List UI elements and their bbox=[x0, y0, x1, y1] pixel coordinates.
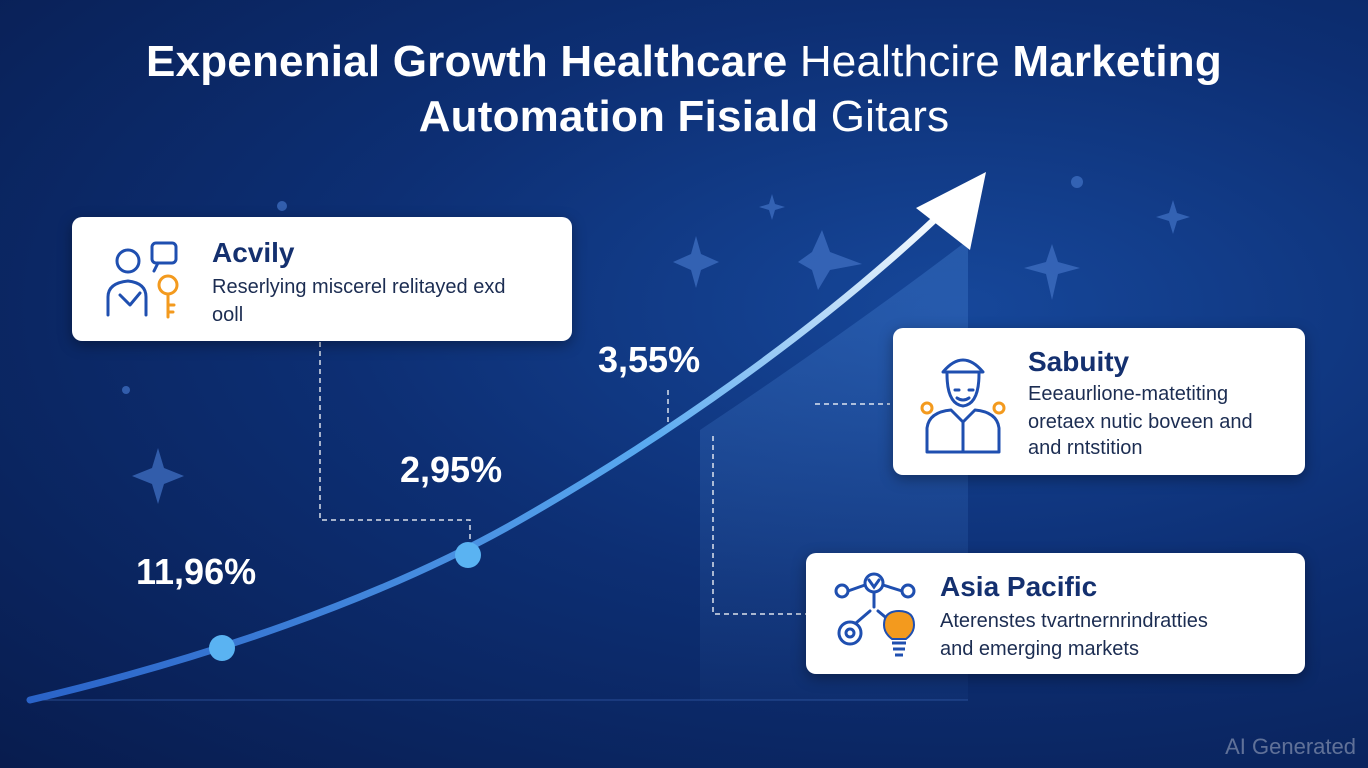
connector-acvily bbox=[319, 342, 471, 550]
arrow-head-icon bbox=[916, 172, 986, 250]
title-line-1-bold-b: Marketing bbox=[1012, 37, 1222, 86]
dot-decoration bbox=[1071, 176, 1083, 188]
network-bulb-icon bbox=[834, 572, 916, 657]
card-description-line-2: and emerging markets bbox=[940, 638, 1139, 660]
card-title: Asia Pacific bbox=[940, 571, 1098, 602]
data-label-2: 2,95% bbox=[400, 449, 503, 490]
dot-decoration bbox=[122, 386, 130, 394]
card-title: Acvily bbox=[212, 237, 295, 268]
info-card-sabuity: Sabuity Eeeaurlione-matetiting oretaex n… bbox=[893, 328, 1305, 475]
sparkle-icon bbox=[132, 448, 184, 504]
growth-curve bbox=[26, 201, 954, 704]
info-card-acvily: Acvily Reserlying miscerel relitayed exd… bbox=[72, 217, 572, 341]
data-point-2 bbox=[455, 542, 481, 568]
chart-title: Expenenial Growth Healthcare Healthcire … bbox=[0, 34, 1368, 144]
sparkle-icon bbox=[1024, 244, 1080, 300]
title-line-2-bold: Automation Fisiald bbox=[418, 92, 819, 141]
sparkle-icon bbox=[798, 230, 862, 290]
dot-decoration bbox=[277, 201, 287, 211]
sparkle-decorations bbox=[122, 176, 1190, 504]
card-title: Sabuity bbox=[1028, 346, 1130, 377]
sparkle-icon bbox=[759, 194, 785, 220]
sparkle-icon bbox=[673, 236, 719, 288]
card-description-line-2: ooll bbox=[212, 304, 244, 326]
card-description-line-3: and rntstition bbox=[1028, 437, 1143, 459]
card-description-line-1: Aterenstes tvartnernrindratties bbox=[940, 610, 1208, 632]
info-card-asia-pacific: Asia Pacific Aterenstes tvartnernrindrat… bbox=[806, 553, 1305, 674]
sparkle-icon bbox=[1156, 200, 1190, 234]
data-label-3: 3,55% bbox=[598, 339, 701, 380]
ai-generated-watermark: AI Generated bbox=[1225, 734, 1356, 759]
title-line-1: Expenenial Growth Healthcare Healthcire … bbox=[0, 34, 1368, 89]
people-key-icon bbox=[106, 241, 179, 319]
card-description-line-1: Reserlying miscerel relitayed exd bbox=[212, 276, 506, 298]
title-line-1-bold-a: Expenenial Growth Healthcare bbox=[146, 37, 788, 86]
card-description-line-2: oretaex nutic boveen and bbox=[1028, 411, 1253, 433]
card-description-line-1: Eeeaurlione-matetiting bbox=[1028, 383, 1229, 405]
data-label-1: 11,96% bbox=[136, 551, 257, 592]
worker-icon bbox=[920, 358, 1006, 454]
title-line-2-light: Gitars bbox=[830, 92, 950, 141]
title-line-1-light: Healthcire bbox=[799, 37, 1000, 86]
title-line-2: Automation Fisiald Gitars bbox=[0, 89, 1368, 144]
data-point-1 bbox=[209, 635, 235, 661]
